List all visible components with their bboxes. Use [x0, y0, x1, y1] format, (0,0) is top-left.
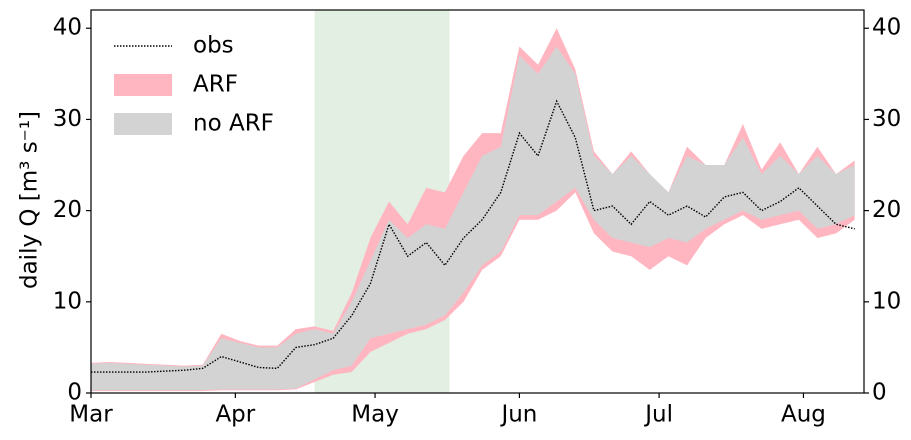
y-tick-label: 0 — [67, 380, 82, 406]
y2-tick-label: 40 — [872, 15, 901, 41]
x-tick-label: Mar — [69, 402, 113, 428]
legend-label: no ARF — [193, 111, 274, 137]
y2-tick-label: 0 — [872, 380, 887, 406]
y-tick-label: 20 — [53, 197, 82, 223]
x-tick-label: May — [351, 402, 399, 428]
x-tick-label: Jul — [643, 402, 673, 428]
y2-tick-label: 20 — [872, 197, 901, 223]
line — [91, 99, 855, 373]
y-tick-label: 40 — [53, 15, 82, 41]
plot-frame — [90, 9, 865, 394]
legend-swatch — [114, 113, 172, 135]
y2-tick-label: 30 — [872, 106, 901, 132]
legend-label: obs — [193, 33, 234, 59]
y2-tick-label: 10 — [872, 288, 901, 314]
y-tick-label: 30 — [53, 106, 82, 132]
y-axis-label: daily Q [m³ s⁻¹] — [17, 111, 43, 289]
x-tick-label: Aug — [781, 402, 826, 428]
x-tick-label: Jun — [499, 402, 537, 428]
band — [91, 46, 855, 391]
legend-swatch — [114, 74, 172, 96]
legend-label: ARF — [193, 72, 238, 98]
y-tick-label: 10 — [53, 288, 82, 314]
x-tick-label: Apr — [215, 402, 255, 428]
